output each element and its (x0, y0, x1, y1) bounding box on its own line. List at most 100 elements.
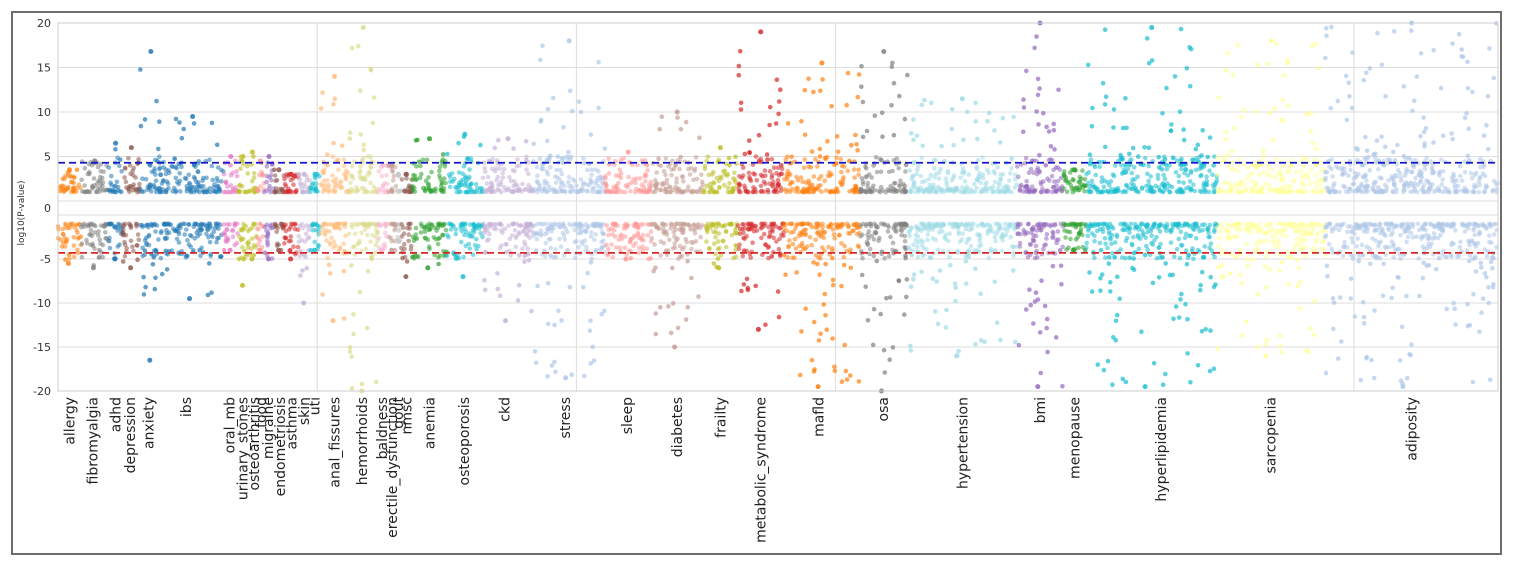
point (635, 230, 641, 236)
point (845, 168, 851, 174)
point (646, 189, 652, 195)
point (148, 163, 153, 168)
point (473, 182, 479, 187)
point (714, 175, 720, 181)
point (736, 186, 741, 191)
point (886, 254, 892, 259)
point (153, 247, 159, 253)
point (694, 176, 700, 182)
point (711, 261, 717, 266)
point (465, 156, 471, 162)
point (723, 229, 729, 235)
point (1111, 107, 1117, 112)
point (779, 163, 784, 168)
point (1044, 316, 1050, 322)
point (246, 242, 251, 247)
point (204, 175, 209, 181)
point (521, 228, 526, 234)
point (1263, 231, 1268, 237)
point (1076, 222, 1081, 227)
point (480, 175, 486, 181)
point (783, 272, 788, 278)
point (1123, 379, 1129, 385)
point (636, 250, 641, 256)
point (909, 130, 914, 136)
point (809, 357, 815, 363)
peak-point (312, 247, 317, 253)
series-osa (858, 49, 910, 394)
point (533, 248, 539, 253)
point (1225, 233, 1230, 238)
point (426, 182, 432, 188)
peak-point (1142, 384, 1148, 390)
point (1099, 272, 1105, 277)
point (673, 162, 678, 168)
point (729, 232, 735, 238)
point (1212, 182, 1218, 187)
point (533, 360, 539, 366)
point (208, 189, 213, 195)
point (1162, 176, 1168, 182)
point (610, 254, 615, 260)
point (1308, 222, 1314, 228)
point (864, 239, 870, 245)
point (461, 254, 466, 260)
point (188, 233, 193, 238)
point (347, 136, 353, 141)
point (82, 165, 88, 171)
point (1175, 221, 1181, 227)
point (497, 166, 502, 171)
point (265, 234, 271, 239)
point (158, 255, 164, 261)
point (744, 276, 750, 282)
point (1215, 225, 1220, 230)
point (1171, 155, 1176, 161)
point (1098, 288, 1103, 294)
point (686, 184, 691, 190)
point (1229, 148, 1235, 154)
point (955, 250, 960, 255)
point (926, 221, 932, 227)
point (437, 253, 443, 258)
point (795, 186, 800, 191)
point (441, 221, 447, 227)
point (668, 226, 673, 231)
point (142, 248, 148, 253)
point (331, 101, 336, 107)
point (853, 132, 858, 138)
point (379, 173, 385, 179)
point (1278, 221, 1284, 227)
point (224, 227, 229, 232)
point (815, 164, 820, 169)
point (330, 154, 336, 159)
point (963, 259, 969, 264)
point (347, 130, 353, 135)
point (871, 253, 877, 259)
peak-point (462, 131, 468, 137)
point (926, 176, 932, 182)
point (653, 177, 658, 183)
point (322, 187, 328, 193)
point (1110, 250, 1115, 256)
point (727, 162, 732, 168)
point (418, 230, 424, 235)
point (1070, 177, 1076, 182)
point (663, 189, 669, 195)
point (1044, 188, 1050, 193)
point (589, 256, 595, 262)
point (1321, 239, 1327, 244)
point (863, 174, 868, 180)
point (167, 222, 172, 227)
point (823, 261, 828, 267)
point (1054, 240, 1059, 246)
point (889, 103, 894, 108)
point (1236, 188, 1241, 193)
point (1097, 164, 1102, 170)
point (1144, 243, 1149, 249)
point (811, 174, 817, 179)
point (420, 185, 426, 191)
peak-point (67, 167, 72, 173)
point (582, 228, 587, 233)
point (1010, 268, 1016, 273)
point (624, 225, 629, 230)
